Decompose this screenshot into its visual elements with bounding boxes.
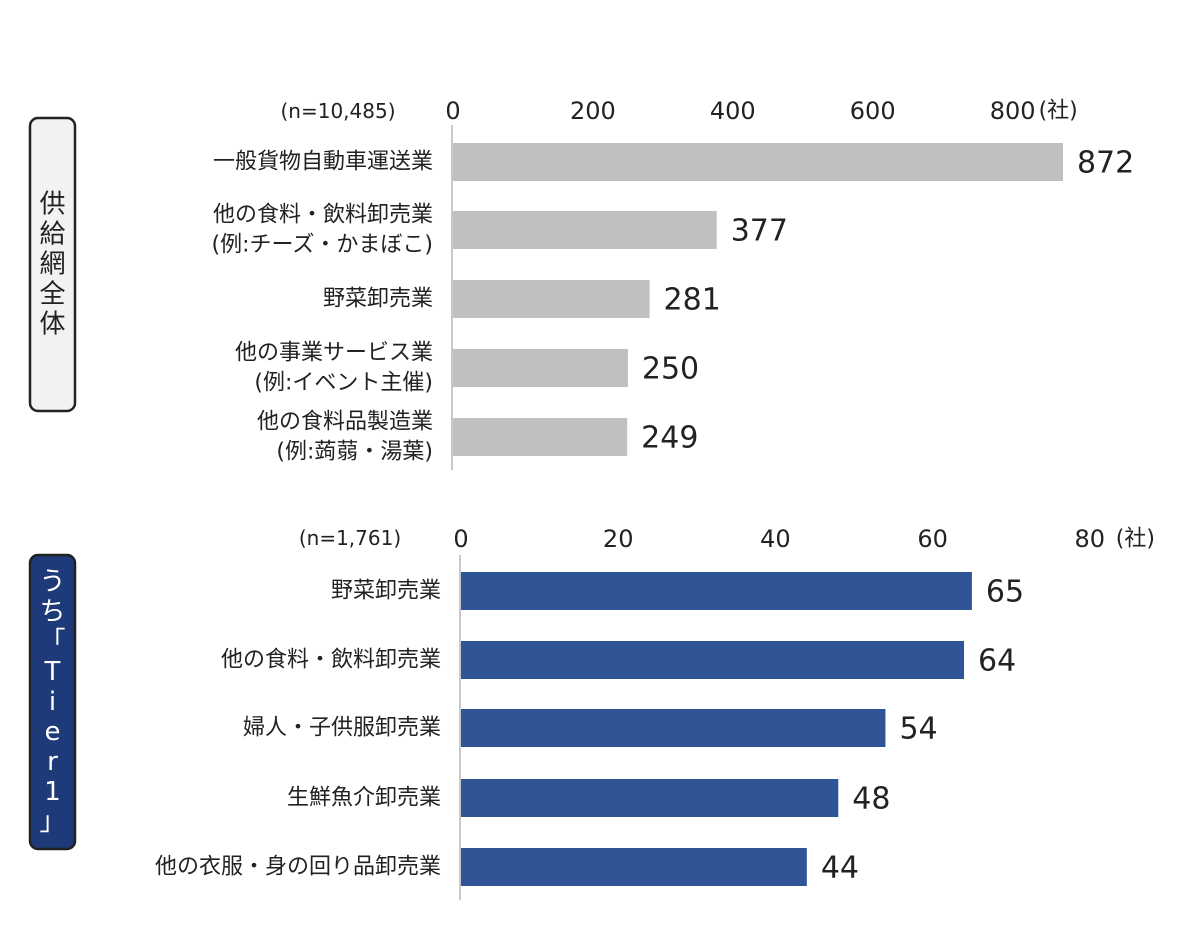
- group-badge-box: [28, 116, 77, 413]
- bar: [453, 280, 650, 318]
- data-label: 48: [852, 782, 890, 817]
- x-tick-label: 0: [445, 97, 460, 125]
- data-label: 54: [899, 712, 937, 747]
- bar: [461, 709, 886, 747]
- bar: [461, 848, 807, 886]
- chart-panel-1: 供給網全体 (n=10,485) 0 200 400 600 800 (社) 872 一般貨物自動…: [28, 97, 1134, 470]
- bar: [453, 143, 1063, 181]
- data-label: 64: [978, 644, 1016, 679]
- sample-size-label: (n=10,485): [280, 99, 395, 123]
- bar: [461, 779, 839, 817]
- category-label: 野菜卸売業: [323, 287, 433, 312]
- data-label: 872: [1077, 146, 1134, 181]
- data-label: 377: [731, 214, 788, 249]
- data-label: 249: [641, 421, 698, 456]
- x-tick-label: 200: [570, 97, 616, 125]
- unit-label: (社): [1116, 527, 1155, 552]
- bar: [453, 211, 717, 249]
- data-label: 281: [664, 283, 721, 318]
- x-tick-label: 20: [603, 525, 634, 553]
- category-label: 婦人・子供服卸売業: [243, 716, 441, 741]
- group-badge: 供給網全体: [28, 116, 77, 413]
- category-label: 他の衣服・身の回り品卸売業: [155, 855, 441, 880]
- group-badge-box: [28, 553, 77, 851]
- bar: [461, 641, 965, 679]
- category-label: 一般貨物自動車運送業: [213, 150, 433, 175]
- x-tick-label: 600: [850, 97, 896, 125]
- group-label: 供給網全体: [39, 190, 65, 340]
- bar: [453, 418, 628, 456]
- category-label: 野菜卸売業: [331, 579, 441, 604]
- x-tick-label: 0: [453, 525, 468, 553]
- bar: [453, 349, 628, 387]
- unit-label: (社): [1039, 99, 1078, 124]
- sample-size-label: (n=1,761): [299, 526, 401, 550]
- x-tick-label: 60: [917, 525, 948, 553]
- data-label: 250: [642, 352, 699, 387]
- category-label: 他の食料・飲料卸売業: [221, 648, 441, 673]
- bar: [461, 572, 972, 610]
- x-tick-label: 400: [710, 97, 756, 125]
- x-tick-label: 80: [1075, 525, 1106, 553]
- x-tick-label: 800: [990, 97, 1036, 125]
- data-label: 44: [821, 851, 859, 886]
- category-label: 他の食料・飲料卸売業(例:チーズ・かまぼこ): [212, 203, 433, 258]
- category-label: 他の食料品製造業(例:蒟蒻・湯葉): [257, 410, 433, 465]
- x-tick-label: 40: [760, 525, 791, 553]
- category-label: 他の事業サービス業(例:イベント主催): [235, 341, 433, 396]
- data-label: 65: [986, 575, 1024, 610]
- category-label: 生鮮魚介卸売業: [287, 786, 441, 811]
